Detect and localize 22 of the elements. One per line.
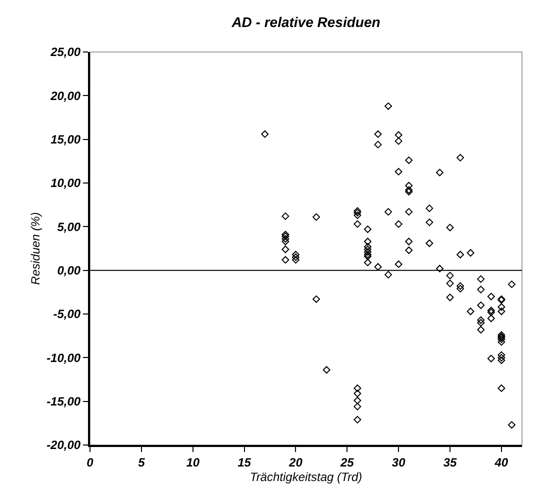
y-tick-label: -10,00 [46, 350, 81, 365]
chart-title: AD - relative Residuen [230, 14, 380, 30]
y-tick-label: 0,00 [57, 264, 81, 278]
x-axis-title: Trächtigkeitstag (Trd) [250, 470, 362, 484]
x-tick-label: 0 [86, 455, 94, 470]
x-tick-label: 5 [138, 455, 146, 470]
y-tick-label: 10,00 [50, 176, 81, 190]
x-tick-label: 25 [339, 455, 354, 470]
x-tick-label: 20 [288, 455, 303, 470]
y-tick-label: 25,00 [50, 45, 81, 60]
y-tick-label: -20,00 [46, 438, 81, 452]
y-tick-label: 20,00 [50, 88, 81, 103]
x-tick-label: 40 [494, 455, 508, 470]
y-tick-label: 5,00 [57, 220, 81, 234]
x-tick-label: 30 [392, 455, 406, 470]
x-tick-label: 10 [186, 455, 200, 470]
y-axis-title: Residuen (%) [28, 212, 42, 285]
x-tick-label: 35 [443, 455, 457, 470]
y-tick-label: -5,00 [53, 307, 81, 322]
x-tick-label: 15 [238, 455, 252, 470]
y-tick-label: 15,00 [50, 132, 81, 147]
y-tick-label: -15,00 [46, 394, 81, 409]
